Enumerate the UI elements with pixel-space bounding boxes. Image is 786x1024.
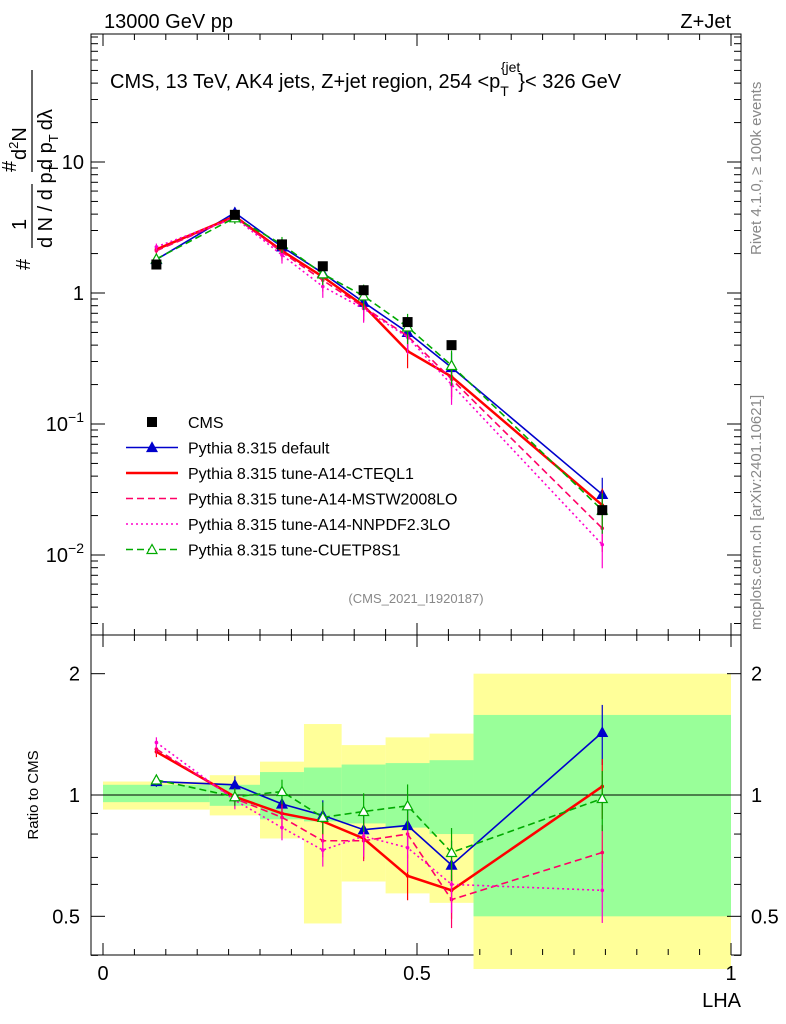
ratio-marker xyxy=(150,773,163,785)
series-marker xyxy=(445,359,458,371)
x-axis-label: LHA xyxy=(702,990,742,1012)
ratio-point xyxy=(361,834,366,839)
data-series xyxy=(151,209,608,516)
ratio-y-tick-label-left: 1 xyxy=(69,785,80,807)
data-point xyxy=(402,317,413,328)
side-label-mcplots: mcplots.cern.ch [arXiv:2401.10621] xyxy=(748,395,765,630)
analysis-watermark: (CMS_2021_I1920187) xyxy=(348,591,483,606)
stat-band-bin xyxy=(103,784,210,803)
data-point xyxy=(597,505,608,516)
stat-band-bin xyxy=(429,760,474,835)
ratio-marker xyxy=(401,799,414,811)
legend-label: Pythia 8.315 tune-A14-NNPDF2.3LO xyxy=(188,517,450,534)
ratio-series-line xyxy=(155,748,603,901)
ratio-y-tick-label-right: 1 xyxy=(751,785,762,807)
legend-label: Pythia 8.315 tune-CUETP8S1 xyxy=(188,543,401,560)
y-tick-label: 10 xyxy=(62,152,84,174)
series-line xyxy=(156,216,603,511)
title-main: CMS, 13 TeV, AK4 jets, Z+jet region, 254… xyxy=(110,71,500,93)
ratio-y-tick-label-left: 0.5 xyxy=(52,906,80,928)
svg-text:d pTdλ: d pTdλ xyxy=(35,109,61,170)
legend-label: CMS xyxy=(188,415,224,432)
legend-marker xyxy=(145,441,159,453)
legend-marker xyxy=(147,417,157,427)
svg-text:d2N: d2N xyxy=(6,127,31,160)
ratio-point xyxy=(405,874,410,878)
svg-text:#: # xyxy=(0,160,21,172)
ratio-series-line xyxy=(155,750,603,892)
data-point xyxy=(151,259,162,270)
ratio-marker xyxy=(596,792,609,804)
series-line xyxy=(155,211,603,496)
ratio-point xyxy=(154,747,159,751)
y-axis-label: # 1 d N / d pT # d2N d pTdλ xyxy=(0,70,61,270)
x-tick-label: 1 xyxy=(725,963,736,985)
legend-marker xyxy=(145,543,159,555)
ratio-marker xyxy=(228,790,241,802)
svg-text:1: 1 xyxy=(9,219,31,230)
series-point xyxy=(154,245,159,249)
svg-text:d N / d pT: d N / d pT xyxy=(35,164,61,248)
y-tick-label: 10−1 xyxy=(46,409,84,436)
chart-title: CMS, 13 TeV, AK4 jets, Z+jet region, 254… xyxy=(110,59,622,99)
ratio-marker xyxy=(275,785,288,797)
ratio-marker xyxy=(316,811,329,822)
title-sup: {jet xyxy=(501,59,521,75)
svg-text:CMS, 13 TeV, AK4 jets, Z+jet r: CMS, 13 TeV, AK4 jets, Z+jet region, 254… xyxy=(110,59,622,99)
ratio-point xyxy=(449,882,454,887)
ratio-y-axis-label: Ratio to CMS xyxy=(25,750,42,839)
series-point xyxy=(154,248,159,253)
ratio-y-tick-label-right: 0.5 xyxy=(751,906,779,928)
ratio-marker xyxy=(445,846,458,858)
ratio-uncertainty-bands xyxy=(103,673,731,970)
x-tick-label: 0 xyxy=(97,963,108,985)
data-point xyxy=(276,239,287,250)
series-marker xyxy=(357,289,370,301)
ratio-marker xyxy=(357,805,370,817)
series-line xyxy=(156,216,603,529)
ratio-point xyxy=(154,740,159,745)
legend-label: Pythia 8.315 tune-A14-CTEQL1 xyxy=(188,466,414,483)
ratio-y-tick-label-right: 2 xyxy=(751,664,762,686)
x-tick-label: 0.5 xyxy=(403,963,431,985)
ratio-marker xyxy=(596,726,609,737)
ratio-point xyxy=(600,888,605,893)
series-marker xyxy=(316,267,329,279)
ratio-point xyxy=(321,848,325,852)
y-tick-label: 10−2 xyxy=(46,540,84,567)
legend-label: Pythia 8.315 default xyxy=(188,441,330,458)
y-tick-label: 1 xyxy=(73,283,84,305)
svg-text:#: # xyxy=(13,258,35,270)
data-point xyxy=(446,340,457,351)
series-point xyxy=(600,542,605,547)
ratio-series-line xyxy=(156,731,603,867)
title-end: }< 326 GeV xyxy=(518,71,622,93)
series-point xyxy=(280,253,284,257)
title-sub: T xyxy=(500,83,509,99)
series-point xyxy=(321,284,325,289)
ratio-y-tick-label-left: 2 xyxy=(69,664,80,686)
side-label-rivet: Rivet 4.1.0, ≥ 100k events xyxy=(748,82,765,255)
ratio-series-line xyxy=(155,741,603,892)
ratio-point xyxy=(600,850,605,855)
data-point xyxy=(229,209,240,220)
ratio-point xyxy=(280,825,284,830)
header-right: Z+Jet xyxy=(680,11,731,33)
ratio-point xyxy=(405,845,410,850)
chart-marks: 0 0.5 1 10−2 10−1 1 10 0.5 0.5 1 1 2 2 CMS Pythia 8.31… xyxy=(46,34,779,985)
ratio-series-line xyxy=(156,779,603,854)
legend: CMS Pythia 8.315 default Pythia 8.315 tune… xyxy=(126,415,457,560)
data-point xyxy=(317,261,328,272)
ylabel-hash: # xyxy=(13,258,35,270)
series-3 xyxy=(154,212,605,923)
data-point xyxy=(358,285,369,296)
header-left: 13000 GeV pp xyxy=(104,11,233,33)
legend-label: Pythia 8.315 tune-A14-MSTW2008LO xyxy=(188,492,457,509)
